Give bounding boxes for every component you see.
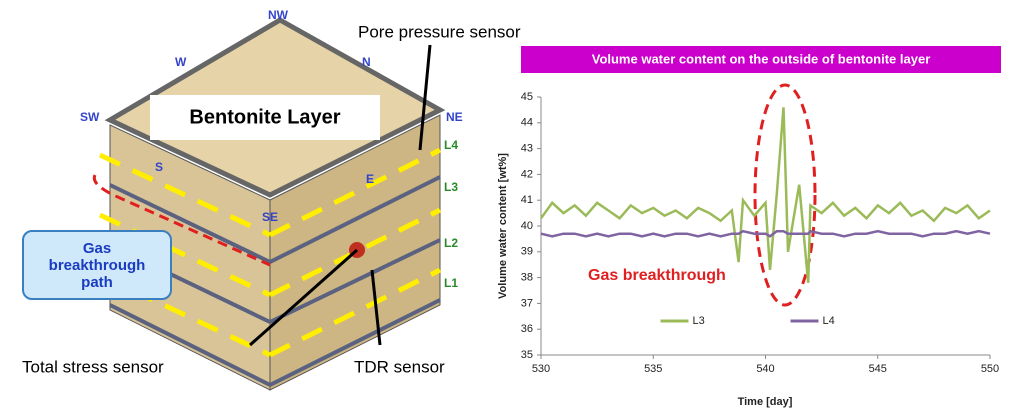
label: N <box>362 55 371 69</box>
y-tick-label: 41 <box>521 194 533 206</box>
page: Bentonite Layer NW W N SW NE S E SE L4 L… <box>0 0 1034 411</box>
label: S <box>155 160 163 174</box>
chart-title: Volume water content on the outside of b… <box>592 51 931 66</box>
sensor-label: Pore pressure sensor <box>358 22 521 41</box>
layer-label: L3 <box>444 180 458 194</box>
figure: Bentonite Layer NW W N SW NE S E SE L4 L… <box>0 0 1034 411</box>
x-tick-label: 550 <box>981 363 999 375</box>
y-tick-label: 36 <box>521 323 533 335</box>
legend-label: L4 <box>823 315 835 327</box>
x-axis-label: Time [day] <box>738 396 793 408</box>
legend-label: L3 <box>693 315 705 327</box>
sensor-label: Total stress sensor <box>22 357 164 376</box>
y-tick-label: 39 <box>521 246 533 258</box>
y-axis-label: Volume water content [wt%] <box>497 153 509 299</box>
x-tick-label: 540 <box>756 363 774 375</box>
label: W <box>175 55 187 69</box>
layer-label: L1 <box>444 276 458 290</box>
label: SE <box>262 210 278 224</box>
label: NE <box>446 110 463 124</box>
x-tick-label: 530 <box>532 363 550 375</box>
y-tick-label: 40 <box>521 220 533 232</box>
y-tick-label: 35 <box>521 349 533 361</box>
layer-title: Bentonite Layer <box>189 106 340 128</box>
line <box>541 107 990 282</box>
y-tick-label: 44 <box>521 117 533 129</box>
x-tick-label: 535 <box>644 363 662 375</box>
callout: Gas breakthrough path <box>22 230 172 300</box>
y-tick-label: 42 <box>521 168 533 180</box>
layer-label: L2 <box>444 236 458 250</box>
line <box>541 231 990 236</box>
annotation: Gas breakthrough <box>588 267 726 284</box>
x-tick-label: 545 <box>869 363 887 375</box>
label: E <box>366 172 374 186</box>
y-tick-label: 45 <box>521 91 533 103</box>
label: NW <box>268 8 289 22</box>
y-tick-label: 37 <box>521 297 533 309</box>
y-tick-label: 43 <box>521 143 533 155</box>
layer-label: L4 <box>444 138 458 152</box>
y-tick-label: 38 <box>521 272 533 284</box>
label: SW <box>80 110 100 124</box>
sensor-label: TDR sensor <box>354 357 445 376</box>
